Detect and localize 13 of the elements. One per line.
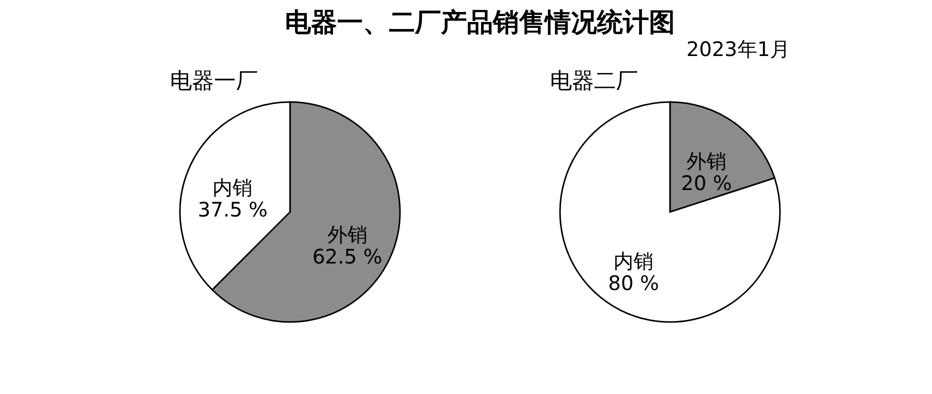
slice-label: 内销	[212, 175, 253, 200]
pie-slice	[559, 101, 781, 323]
slice-label: 内销	[614, 249, 654, 274]
text: 电器一、二厂产品销售情况统计图	[285, 8, 675, 38]
chart-title: 电器一厂	[170, 69, 258, 94]
text: 2023年1月	[686, 37, 790, 61]
chart-title: 电器二厂	[550, 69, 638, 94]
data-label: 80 %	[608, 271, 659, 296]
slice-label: 外销	[686, 148, 726, 173]
data-label: 62.5 %	[312, 244, 382, 269]
data-label: 37.5 %	[198, 197, 268, 222]
slice-label: 外销	[327, 222, 368, 247]
data-label: 20 %	[681, 170, 732, 195]
